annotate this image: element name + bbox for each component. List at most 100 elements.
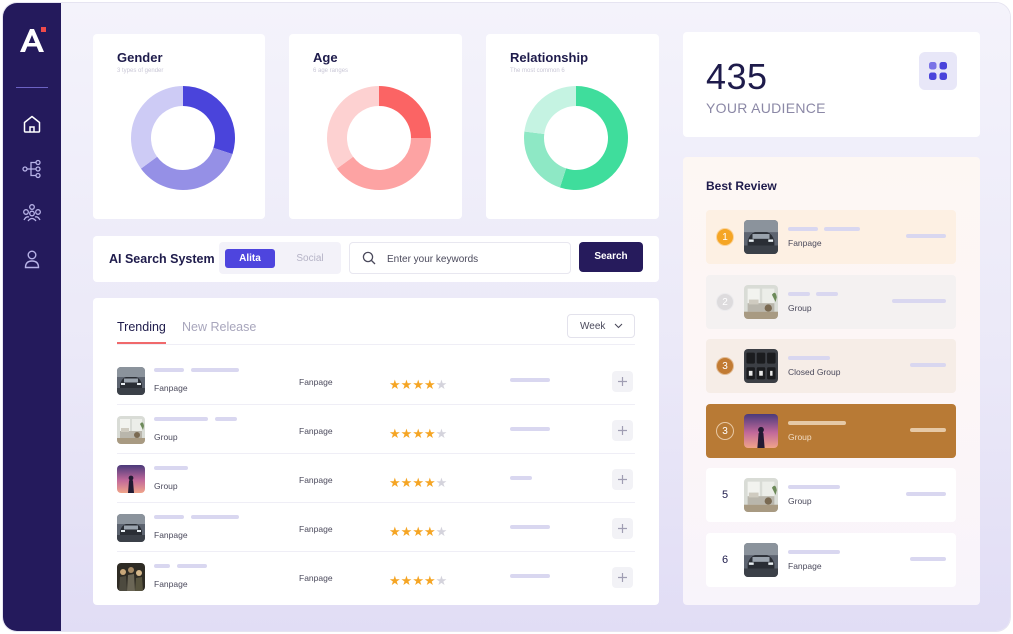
rating-stars: ★★★★★ xyxy=(389,425,448,441)
rank-number: 6 xyxy=(721,553,729,566)
text-placeholder xyxy=(154,515,184,519)
star-icon: ★ xyxy=(389,377,401,392)
donut-slice xyxy=(559,86,628,190)
audience-card: 435 YOUR AUDIENCE xyxy=(683,32,980,137)
toggle-social[interactable]: Social xyxy=(296,253,324,264)
add-button[interactable] xyxy=(612,420,633,441)
text-placeholder xyxy=(906,492,946,496)
review-item[interactable]: 2 Group xyxy=(706,274,956,329)
row-category: Fanpage xyxy=(299,573,333,583)
row-thumbnail xyxy=(117,416,145,444)
app-frame: Gender 3 types of gender Age 6 age range… xyxy=(3,3,1010,631)
star-icon: ★ xyxy=(412,573,424,588)
rating-stars: ★★★★★ xyxy=(389,523,447,539)
donut-slice xyxy=(327,86,379,169)
text-placeholder xyxy=(191,515,239,519)
rating-stars: ★★★★★ xyxy=(389,376,448,392)
review-item[interactable]: 3 Closed Group xyxy=(706,339,956,393)
text-placeholder xyxy=(788,291,810,296)
search-button[interactable]: Search xyxy=(579,242,643,272)
row-category: Fanpage xyxy=(299,426,333,436)
star-icon: ★ xyxy=(400,573,413,588)
donut-slice xyxy=(524,131,567,188)
toggle-alita[interactable]: Alita xyxy=(225,249,275,268)
text-placeholder xyxy=(191,368,239,372)
row-type: Fanpage xyxy=(154,383,188,393)
age-chart-card: Age 6 age ranges xyxy=(289,34,462,219)
text-placeholder xyxy=(892,298,946,303)
tab-new-release[interactable]: New Release xyxy=(182,320,257,334)
text-placeholder xyxy=(788,485,840,489)
table-row[interactable]: Fanpage Fanpage ★★★★★ xyxy=(117,552,635,601)
table-row[interactable]: Fanpage Fanpage ★★★★★ xyxy=(117,503,635,552)
search-input[interactable] xyxy=(387,251,557,267)
star-icon: ★ xyxy=(412,377,424,392)
network-icon[interactable] xyxy=(21,158,43,180)
chart-title: Gender xyxy=(117,50,163,65)
add-button[interactable] xyxy=(612,469,633,490)
star-icon: ★ xyxy=(423,524,436,539)
review-item[interactable]: 1 Fanpage xyxy=(706,210,956,264)
add-button[interactable] xyxy=(612,371,633,392)
rating-stars: ★★★★★ xyxy=(389,572,447,588)
rank-badge: 3 xyxy=(716,421,734,440)
star-icon: ★ xyxy=(412,426,424,441)
add-button[interactable] xyxy=(612,567,633,588)
text-placeholder xyxy=(215,417,237,421)
community-icon[interactable] xyxy=(21,202,43,224)
star-icon: ★ xyxy=(435,377,448,392)
best-review-card: Best Review 1 Fanpage 2 Group 3 Closed Group 3… xyxy=(683,157,980,605)
review-item[interactable]: 6 Fanpage xyxy=(706,532,956,587)
star-icon: ★ xyxy=(389,573,401,588)
star-icon: ★ xyxy=(435,426,448,441)
age-donut-chart xyxy=(327,86,431,191)
sidebar xyxy=(3,3,61,631)
search-box xyxy=(349,242,571,274)
text-placeholder xyxy=(910,427,946,432)
plus-icon xyxy=(618,573,627,582)
table-row[interactable]: Group Fanpage ★★★★★ xyxy=(117,405,635,454)
apps-button[interactable] xyxy=(919,52,957,90)
text-placeholder xyxy=(816,291,838,296)
gender-donut-chart xyxy=(131,86,235,191)
search-icon xyxy=(362,251,376,265)
search-mode-toggle: Alita Social xyxy=(219,242,341,274)
home-icon[interactable] xyxy=(21,113,43,135)
tab-trending[interactable]: Trending xyxy=(117,320,166,334)
text-placeholder xyxy=(510,476,532,480)
apps-icon xyxy=(929,62,947,80)
row-category: Fanpage xyxy=(299,475,333,485)
period-select-value: Week xyxy=(580,321,606,332)
star-icon: ★ xyxy=(412,475,424,490)
text-placeholder xyxy=(788,420,846,425)
rating-stars: ★★★★★ xyxy=(389,474,447,490)
audience-count: 435 xyxy=(706,56,768,97)
review-type: Group xyxy=(788,496,812,506)
star-icon: ★ xyxy=(400,524,413,539)
star-icon: ★ xyxy=(412,524,424,539)
donut-slice xyxy=(524,86,576,134)
tab-divider xyxy=(117,344,635,345)
best-review-title: Best Review xyxy=(706,179,777,193)
add-button[interactable] xyxy=(612,518,633,539)
text-placeholder xyxy=(788,549,840,554)
row-category: Fanpage xyxy=(299,524,333,534)
table-row[interactable]: Fanpage Fanpage ★★★★★ xyxy=(117,356,635,405)
review-item[interactable]: 3 Group xyxy=(706,403,956,458)
period-select[interactable]: Week xyxy=(567,314,635,338)
star-icon: ★ xyxy=(400,475,413,490)
chart-subtitle: The most common 6 xyxy=(510,68,565,74)
star-icon: ★ xyxy=(423,475,436,490)
review-thumbnail xyxy=(744,349,778,383)
chart-title: Relationship xyxy=(510,50,589,65)
text-placeholder xyxy=(510,574,550,578)
text-placeholder xyxy=(824,227,860,231)
star-icon: ★ xyxy=(400,377,413,392)
user-icon[interactable] xyxy=(21,248,43,270)
logo[interactable] xyxy=(17,25,47,55)
review-item[interactable]: 5 Group xyxy=(706,468,956,522)
star-icon: ★ xyxy=(423,426,436,441)
text-placeholder xyxy=(910,556,946,561)
table-row[interactable]: Group Fanpage ★★★★★ xyxy=(117,454,635,503)
trending-card: Trending New Release Week Fanpage Fanpage… xyxy=(93,298,659,605)
